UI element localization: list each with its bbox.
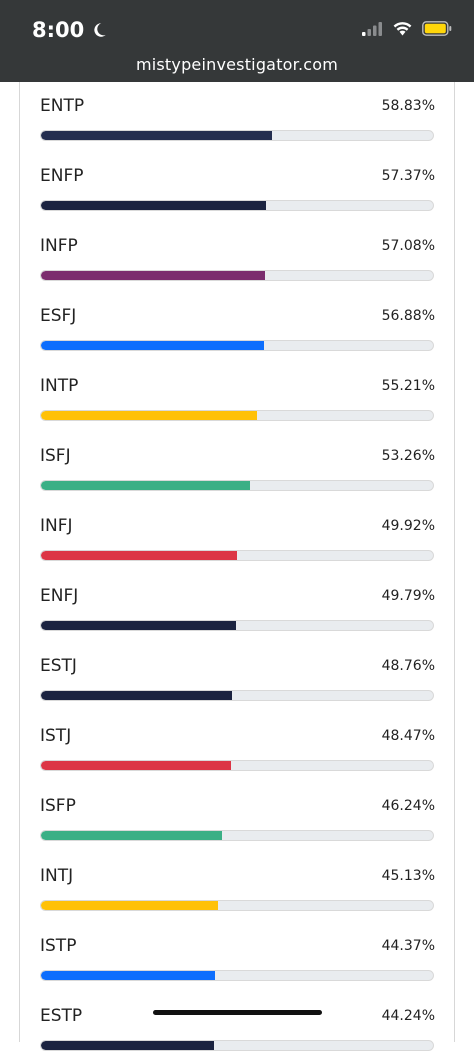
result-row: ISTP 44.37%	[20, 922, 454, 992]
personality-type-label: ESTP	[40, 1006, 83, 1026]
clock: 8:00	[32, 18, 108, 42]
personality-type-label: ISTP	[40, 936, 77, 956]
match-percent: 49.92%	[381, 518, 435, 534]
battery-icon	[422, 21, 452, 36]
personality-type-label: ESFJ	[40, 306, 77, 326]
progress-track	[40, 1040, 434, 1051]
match-percent: 55.21%	[381, 378, 435, 394]
status-icons	[362, 21, 452, 36]
match-percent: 48.76%	[381, 658, 435, 674]
personality-type-label: INFP	[40, 236, 78, 256]
match-percent: 57.08%	[381, 238, 435, 254]
progress-track	[40, 480, 434, 491]
match-percent: 44.37%	[381, 938, 435, 954]
progress-track	[40, 410, 434, 421]
progress-track	[40, 620, 434, 631]
personality-type-label: INFJ	[40, 516, 73, 536]
progress-track	[40, 550, 434, 561]
browser-status-bar: 8:00 mistypeinvestigator.com	[0, 0, 474, 82]
results-list: ENTP 58.83% ENFP 57.37% INFP 57.08% ESFJ 56.88%…	[20, 82, 454, 1062]
progress-fill	[41, 971, 215, 980]
match-percent: 57.37%	[381, 168, 435, 184]
personality-type-label: ESTJ	[40, 656, 77, 676]
cellular-signal-icon	[362, 21, 382, 36]
match-percent: 44.24%	[381, 1008, 435, 1024]
result-row: ISTJ 48.47%	[20, 712, 454, 782]
moon-icon	[94, 23, 106, 37]
match-percent: 45.13%	[381, 868, 435, 884]
result-row: ENFJ 49.79%	[20, 572, 454, 642]
progress-fill	[41, 621, 237, 630]
progress-fill	[41, 131, 272, 140]
personality-type-label: ISFJ	[40, 446, 71, 466]
result-row: ISFP 46.24%	[20, 782, 454, 852]
personality-type-label: INTJ	[40, 866, 74, 886]
progress-track	[40, 690, 434, 701]
result-row: ESTP 44.24%	[20, 992, 454, 1062]
match-percent: 48.47%	[381, 728, 435, 744]
personality-type-label: ISTJ	[40, 726, 72, 746]
progress-track	[40, 270, 434, 281]
result-row: INTJ 45.13%	[20, 852, 454, 922]
match-percent: 56.88%	[381, 308, 435, 324]
progress-track	[40, 830, 434, 841]
progress-track	[40, 200, 434, 211]
progress-track	[40, 760, 434, 771]
match-percent: 53.26%	[381, 448, 435, 464]
progress-fill	[41, 691, 233, 700]
personality-type-label: ENFP	[40, 166, 84, 186]
progress-fill	[41, 901, 218, 910]
progress-fill	[41, 481, 250, 490]
address-bar-url[interactable]: mistypeinvestigator.com	[135, 55, 339, 74]
progress-fill	[41, 271, 265, 280]
clock-time: 8:00	[32, 18, 85, 42]
progress-fill	[41, 201, 266, 210]
progress-track	[40, 340, 434, 351]
home-indicator[interactable]	[153, 1010, 322, 1015]
result-row: ISFJ 53.26%	[20, 432, 454, 502]
match-percent: 46.24%	[381, 798, 435, 814]
progress-fill	[41, 831, 223, 840]
result-row: ENFP 57.37%	[20, 152, 454, 222]
progress-fill	[41, 761, 231, 770]
personality-type-label: INTP	[40, 376, 79, 396]
progress-track	[40, 970, 434, 981]
result-row: INFP 57.08%	[20, 222, 454, 292]
personality-type-label: ENFJ	[40, 586, 79, 606]
match-percent: 49.79%	[381, 588, 435, 604]
result-row: INFJ 49.92%	[20, 502, 454, 572]
result-row: INTP 55.21%	[20, 362, 454, 432]
progress-fill	[41, 551, 237, 560]
result-row: ENTP 58.83%	[20, 82, 454, 152]
progress-track	[40, 130, 434, 141]
progress-track	[40, 900, 434, 911]
wifi-icon	[393, 22, 412, 36]
results-card: ENTP 58.83% ENFP 57.37% INFP 57.08% ESFJ 56.88%…	[19, 82, 455, 1051]
result-row: ESFJ 56.88%	[20, 292, 454, 362]
progress-fill	[41, 341, 264, 350]
progress-fill	[41, 1041, 215, 1050]
personality-type-label: ENTP	[40, 96, 85, 116]
personality-type-label: ISFP	[40, 796, 76, 816]
match-percent: 58.83%	[381, 98, 435, 114]
result-row: ESTJ 48.76%	[20, 642, 454, 712]
progress-fill	[41, 411, 258, 420]
